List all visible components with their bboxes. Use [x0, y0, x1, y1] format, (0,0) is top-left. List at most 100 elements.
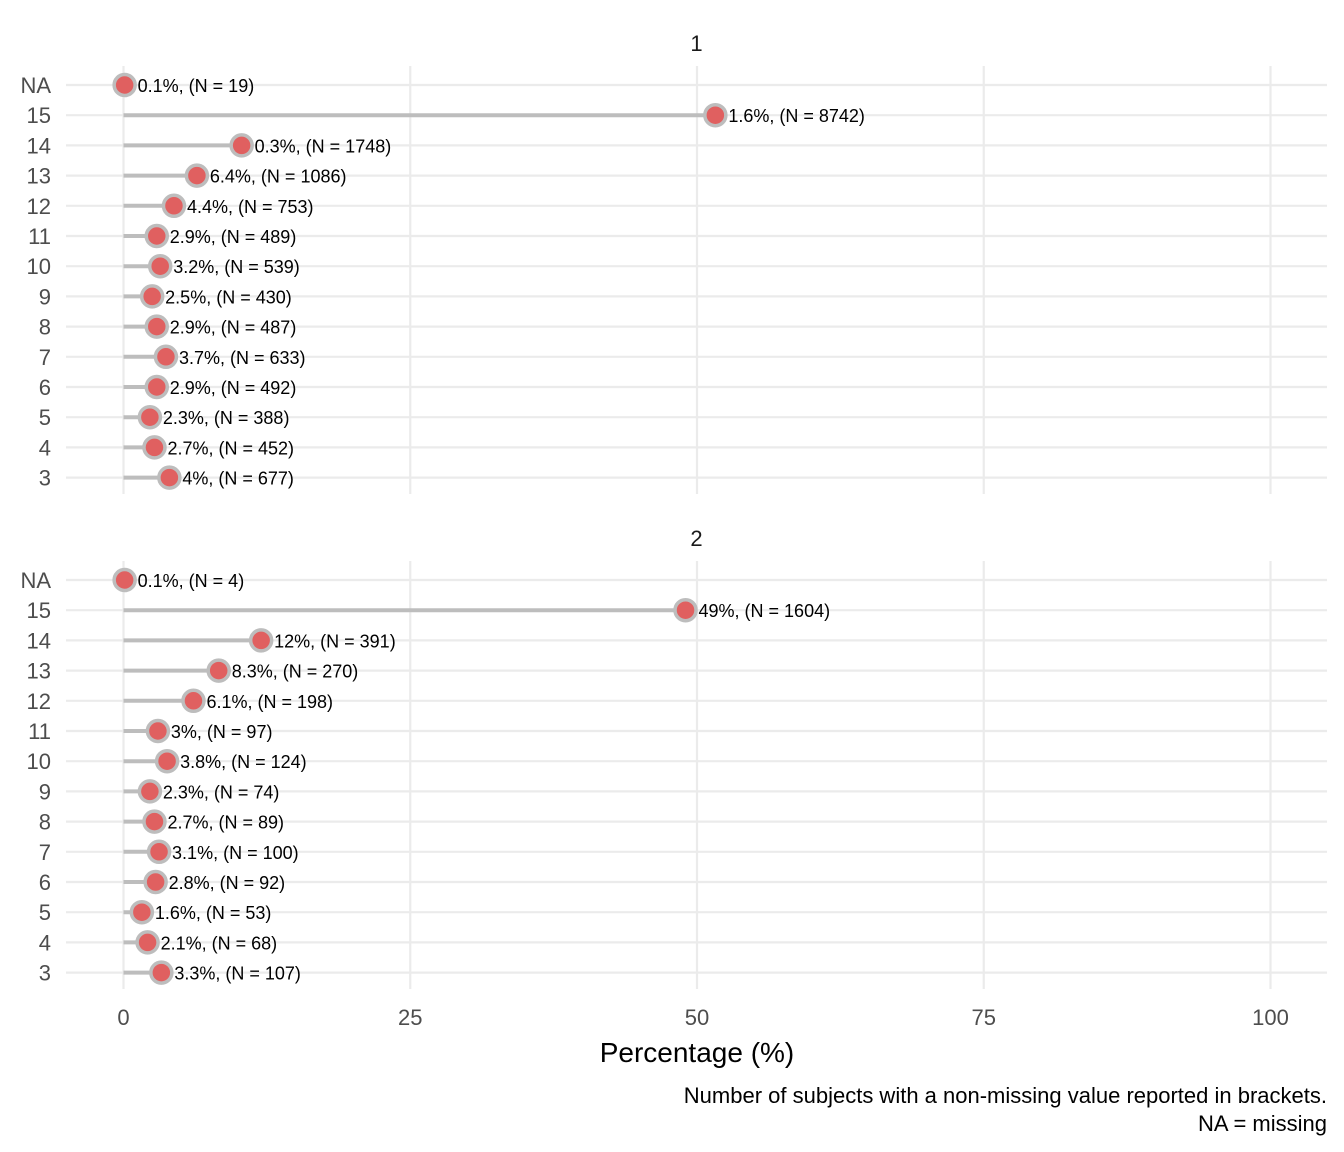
data-label: 0.3%, (N = 1748)	[255, 136, 392, 156]
data-label: 2.9%, (N = 487)	[170, 318, 297, 338]
data-label: 2.3%, (N = 388)	[163, 408, 290, 428]
lollipop-point	[144, 314, 170, 339]
data-label: 2.9%, (N = 489)	[170, 227, 297, 247]
y-tick-label: 4	[39, 930, 51, 955]
lollipop-point	[229, 133, 254, 158]
data-label: 2.3%, (N = 74)	[163, 782, 280, 802]
lollipop-point	[112, 567, 137, 593]
data-label: 1.6%, (N = 8742)	[728, 106, 865, 126]
y-tick-label: 11	[28, 719, 51, 744]
lollipop-point	[142, 809, 167, 834]
grid	[66, 561, 1327, 989]
lollipop-point	[143, 869, 168, 895]
data-label: 1.6%, (N = 53)	[155, 903, 272, 923]
panel-2: 2 NA 0.1%, (N = 4) 15 49%, (N = 1604) 14 12%, …	[20, 526, 1327, 989]
lollipop-point	[703, 102, 728, 128]
lollipop-point	[142, 435, 167, 460]
caption-line-1: Number of subjects with a non-missing va…	[684, 1083, 1327, 1108]
data-label: 6.4%, (N = 1086)	[210, 167, 347, 187]
data-label: 0.1%, (N = 19)	[138, 76, 255, 96]
lollipop-point	[147, 253, 173, 279]
y-tick-label: 7	[39, 840, 51, 865]
y-tick-label: 4	[39, 435, 51, 460]
lollipop-point	[137, 779, 163, 804]
lollipop-point	[145, 718, 171, 744]
x-tick-label: 50	[685, 1005, 709, 1030]
y-tick-label: 14	[27, 133, 51, 158]
panel-title: 1	[690, 31, 702, 56]
y-tick-label: 9	[39, 284, 51, 309]
y-tick-label: 3	[39, 466, 51, 491]
data-label: 8.3%, (N = 270)	[232, 662, 359, 682]
y-tick-label: 9	[39, 779, 51, 804]
data-label: 3.1%, (N = 100)	[172, 843, 299, 863]
lollipop-point	[149, 960, 174, 985]
lollipop-point	[139, 284, 165, 309]
data-label: 49%, (N = 1604)	[699, 601, 831, 621]
y-tick-label: 15	[27, 598, 51, 623]
panel-1: 1 NA 0.1%, (N = 19) 15 1.6%, (N = 8742) 14 0.3…	[20, 31, 1327, 494]
y-tick-label: 15	[27, 103, 51, 128]
data-label: 2.8%, (N = 92)	[169, 873, 286, 893]
grid	[66, 66, 1327, 494]
lollipop-point	[144, 223, 170, 249]
chart-panels: 1 NA 0.1%, (N = 19) 15 1.6%, (N = 8742) 14 0.3…	[20, 31, 1327, 989]
data-label: 6.1%, (N = 198)	[206, 692, 333, 712]
data-label: 2.7%, (N = 89)	[167, 813, 284, 833]
x-tick-label: 75	[972, 1005, 996, 1030]
y-tick-label: NA	[20, 73, 51, 98]
y-tick-label: 5	[39, 900, 51, 925]
y-tick-label: 12	[27, 689, 51, 714]
y-tick-label: 10	[27, 254, 51, 279]
caption-line-2: NA = missing	[1198, 1111, 1327, 1136]
lollipop-point	[144, 374, 170, 400]
lollipop-point	[112, 72, 137, 98]
x-tick-label: 25	[398, 1005, 422, 1030]
data-label: 4%, (N = 677)	[182, 469, 294, 489]
y-tick-label: 8	[39, 315, 51, 340]
lollipop-point	[135, 930, 160, 955]
lollipop-point	[206, 658, 231, 683]
data-label: 12%, (N = 391)	[274, 631, 396, 651]
y-tick-label: 14	[27, 628, 51, 653]
y-tick-label: NA	[20, 568, 51, 593]
y-tick-label: 11	[28, 224, 51, 249]
y-tick-label: 12	[27, 194, 51, 219]
x-tick-label: 100	[1252, 1005, 1289, 1030]
data-label: 4.4%, (N = 753)	[187, 197, 314, 217]
y-tick-label: 13	[27, 659, 51, 684]
data-label: 3.7%, (N = 633)	[179, 348, 306, 368]
lollipop-point	[184, 163, 210, 188]
lollipop-point	[129, 899, 155, 925]
data-label: 3.2%, (N = 539)	[173, 257, 300, 277]
data-label: 3.3%, (N = 107)	[174, 964, 301, 984]
y-tick-label: 10	[27, 749, 51, 774]
lollipop-point	[153, 344, 179, 370]
panel-title: 2	[690, 526, 702, 551]
y-tick-label: 7	[39, 345, 51, 370]
data-label: 0.1%, (N = 4)	[138, 571, 245, 591]
lollipop-point	[673, 597, 698, 623]
data-label: 2.9%, (N = 492)	[170, 378, 297, 398]
lollipop-point	[157, 465, 182, 490]
x-tick-label: 0	[117, 1005, 129, 1030]
lollipop-point	[248, 628, 274, 653]
y-tick-label: 13	[27, 164, 51, 189]
lollipop-point	[181, 688, 206, 714]
x-axis: 0 25 50 75 100	[117, 1005, 1288, 1030]
data-label: 2.1%, (N = 68)	[161, 933, 278, 953]
x-axis-label: Percentage (%)	[600, 1037, 795, 1068]
y-tick-label: 3	[39, 961, 51, 986]
y-tick-label: 6	[39, 870, 51, 895]
data-label: 2.7%, (N = 452)	[167, 438, 294, 458]
data-label: 3.8%, (N = 124)	[180, 752, 307, 772]
lollipop-point	[154, 748, 180, 774]
data-label: 2.5%, (N = 430)	[165, 287, 292, 307]
y-tick-label: 6	[39, 375, 51, 400]
lollipop-point	[137, 404, 163, 430]
data-label: 3%, (N = 97)	[171, 722, 273, 742]
lollipop-point	[161, 193, 187, 219]
y-tick-label: 8	[39, 810, 51, 835]
y-tick-label: 5	[39, 405, 51, 430]
